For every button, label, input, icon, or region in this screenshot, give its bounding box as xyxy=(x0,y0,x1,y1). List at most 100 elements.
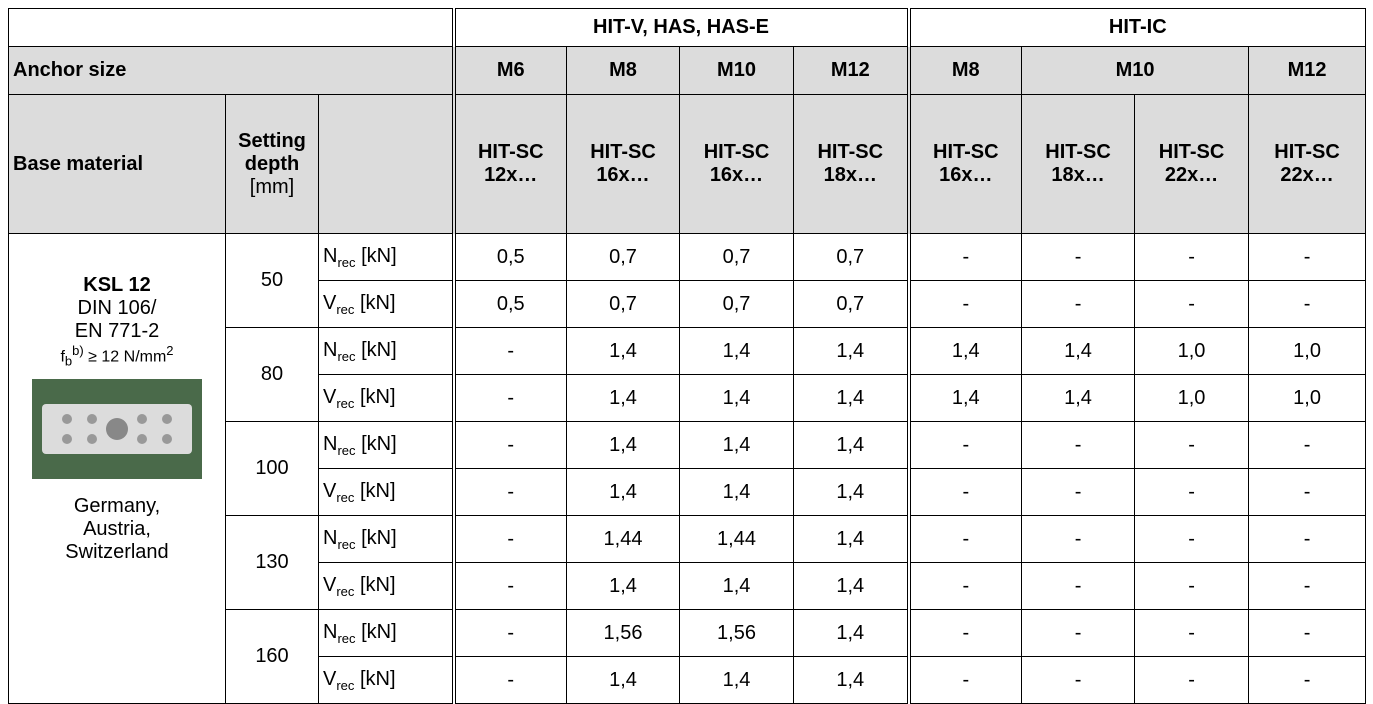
load-value: 0,7 xyxy=(794,281,909,328)
load-value: 1,4 xyxy=(794,657,909,704)
load-symbol: N xyxy=(323,339,337,361)
load-sub: rec xyxy=(337,443,355,458)
load-value: 0,7 xyxy=(567,281,680,328)
sleeve-row: Base material Setting depth[mm] HIT-SC 1… xyxy=(9,95,1366,234)
load-value: - xyxy=(1135,610,1249,657)
load-value: 1,0 xyxy=(1135,375,1249,422)
load-symbol: N xyxy=(323,433,337,455)
size: M10 xyxy=(1022,47,1249,95)
load-value: - xyxy=(454,422,567,469)
load-value: - xyxy=(1135,657,1249,704)
country: Germany, xyxy=(13,495,221,518)
load-value: - xyxy=(1249,422,1366,469)
load-value: - xyxy=(1022,657,1135,704)
load-value: 1,4 xyxy=(680,469,794,516)
load-value: 1,0 xyxy=(1249,375,1366,422)
setting-depth: 80 xyxy=(226,328,319,422)
setting-depth: 100 xyxy=(226,422,319,516)
load-symbol: V xyxy=(323,574,336,596)
load-sub: rec xyxy=(336,490,354,505)
load-value: 0,7 xyxy=(567,234,680,281)
load-label: Vrec [kN] xyxy=(319,657,454,704)
load-value: 1,4 xyxy=(909,375,1022,422)
load-value: 1,4 xyxy=(680,328,794,375)
sleeve: HIT-SC 18x… xyxy=(794,95,909,234)
load-value: 1,4 xyxy=(1022,328,1135,375)
load-sub: rec xyxy=(337,255,355,270)
load-value: - xyxy=(1022,516,1135,563)
group-header: HIT-V, HAS, HAS-E xyxy=(454,9,909,47)
setting-depth: 160 xyxy=(226,610,319,704)
load-value: 1,4 xyxy=(567,469,680,516)
load-value: 0,7 xyxy=(794,234,909,281)
empty-cell xyxy=(319,95,454,234)
load-label: Nrec [kN] xyxy=(319,610,454,657)
load-sub: rec xyxy=(337,631,355,646)
size: M6 xyxy=(454,47,567,95)
page: {"header":{"groups":["HIT-V, HAS, HAS-E"… xyxy=(0,0,1373,704)
load-symbol: V xyxy=(323,480,336,502)
load-table: HIT-V, HAS, HAS-E HIT-IC Anchor size M6 … xyxy=(8,8,1366,704)
load-symbol: N xyxy=(323,621,337,643)
strength-text: ≥ 12 N/mm xyxy=(88,348,166,365)
group-row: HIT-V, HAS, HAS-E HIT-IC xyxy=(9,9,1366,47)
load-label: Vrec [kN] xyxy=(319,281,454,328)
country: Austria, xyxy=(13,518,221,541)
load-value: 1,4 xyxy=(794,610,909,657)
load-unit: [kN] xyxy=(361,339,397,361)
load-unit: [kN] xyxy=(360,668,396,690)
setting-depth: 130 xyxy=(226,516,319,610)
sleeve: HIT-SC 12x… xyxy=(454,95,567,234)
load-value: - xyxy=(1022,469,1135,516)
load-value: - xyxy=(1022,234,1135,281)
load-unit: [kN] xyxy=(361,621,397,643)
load-symbol: V xyxy=(323,668,336,690)
load-value: - xyxy=(1022,281,1135,328)
load-value: - xyxy=(1135,563,1249,610)
anchor-size-label: Anchor size xyxy=(9,47,454,95)
load-value: 0,5 xyxy=(454,234,567,281)
load-sub: rec xyxy=(337,537,355,552)
load-value: - xyxy=(909,563,1022,610)
load-value: - xyxy=(454,516,567,563)
load-value: - xyxy=(1249,516,1366,563)
load-sub: rec xyxy=(337,349,355,364)
load-value: - xyxy=(454,328,567,375)
sleeve: HIT-SC 16x… xyxy=(680,95,794,234)
load-value: 1,4 xyxy=(1022,375,1135,422)
material-standard: DIN 106/ xyxy=(13,297,221,320)
load-unit: [kN] xyxy=(360,292,396,314)
country: Switzerland xyxy=(13,541,221,564)
material-strength: fbb) ≥ 12 N/mm2 xyxy=(13,343,221,369)
setting-depth: 50 xyxy=(226,234,319,328)
load-value: 1,4 xyxy=(680,563,794,610)
load-value: - xyxy=(454,657,567,704)
sleeve: HIT-SC 16x… xyxy=(909,95,1022,234)
load-value: 1,56 xyxy=(680,610,794,657)
load-value: - xyxy=(909,281,1022,328)
load-sub: rec xyxy=(336,584,354,599)
load-value: - xyxy=(909,469,1022,516)
size: M12 xyxy=(1249,47,1366,95)
load-value: 1,4 xyxy=(794,422,909,469)
load-value: - xyxy=(909,234,1022,281)
load-label: Nrec [kN] xyxy=(319,328,454,375)
load-unit: [kN] xyxy=(361,527,397,549)
load-value: - xyxy=(1135,281,1249,328)
load-value: - xyxy=(1249,657,1366,704)
load-value: 1,4 xyxy=(567,328,680,375)
load-value: 1,56 xyxy=(567,610,680,657)
load-sub: rec xyxy=(336,302,354,317)
load-value: - xyxy=(454,469,567,516)
load-unit: [kN] xyxy=(360,480,396,502)
size: M8 xyxy=(909,47,1022,95)
load-value: - xyxy=(1249,281,1366,328)
sleeve: HIT-SC 22x… xyxy=(1249,95,1366,234)
load-value: 1,4 xyxy=(794,328,909,375)
load-value: 0,7 xyxy=(680,281,794,328)
load-value: - xyxy=(909,657,1022,704)
load-value: 1,4 xyxy=(794,563,909,610)
load-sub: rec xyxy=(336,678,354,693)
setting-depth-header: Setting depth[mm] xyxy=(226,95,319,234)
